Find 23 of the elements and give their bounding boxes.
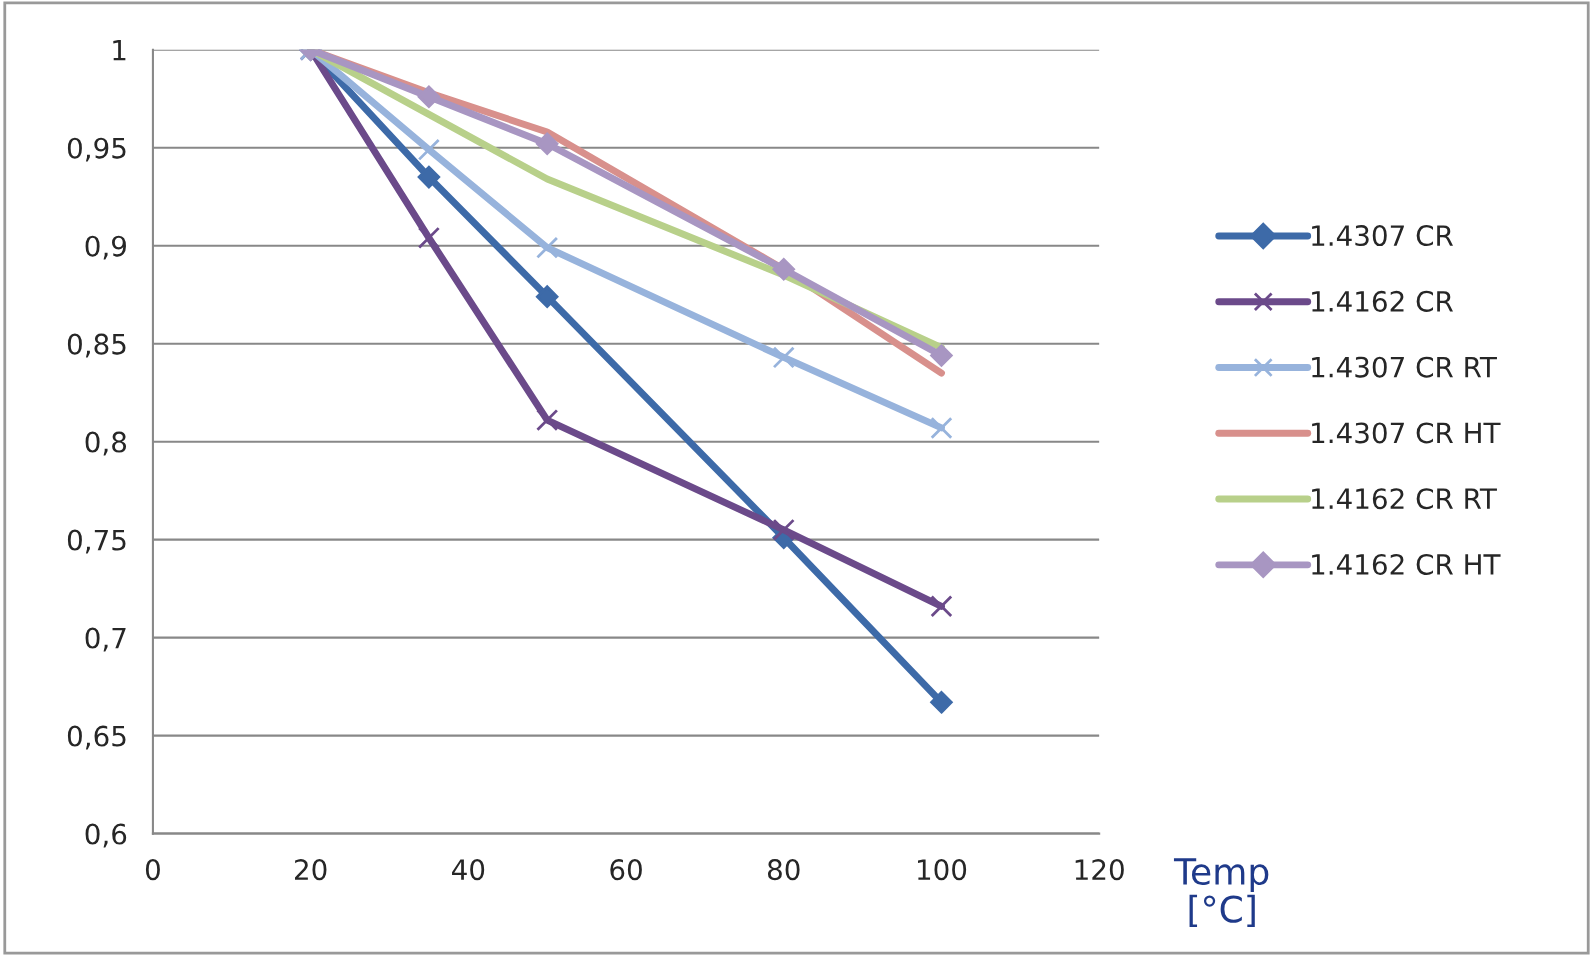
legend-label: 1.4307 CR — [1312, 225, 1453, 247]
x-tick-label: 80 — [767, 859, 800, 881]
x-tick-label: 40 — [452, 859, 485, 881]
y-tick-label: 0,9 — [85, 235, 126, 260]
y-tick-label: 0,7 — [85, 627, 126, 652]
x-tick-label: 20 — [295, 859, 327, 881]
legend-label: 1.4307 CR RT — [1312, 356, 1497, 378]
x-tick-label: 120 — [1075, 859, 1124, 881]
legend-label: 1.4162 CR HT — [1312, 553, 1501, 575]
x-tick-label: 0 — [145, 859, 160, 881]
legend-label: 1.4162 CR RT — [1312, 488, 1497, 510]
y-tick-label: 0,95 — [67, 137, 126, 162]
y-tick-label: 0,6 — [85, 823, 127, 848]
y-tick-label: 0,75 — [67, 529, 126, 554]
y-tick-label: 0,85 — [67, 333, 126, 358]
legend-label: 1.4307 CR HT — [1312, 422, 1501, 444]
y-tick-label: 1 — [113, 40, 126, 61]
x-tick-label: 60 — [610, 859, 642, 881]
x-axis-title: Temp [°C] — [1173, 858, 1269, 928]
y-tick-label: 0,65 — [67, 725, 126, 750]
y-tick-label: 0,8 — [85, 431, 127, 456]
x-tick-label: 100 — [918, 859, 967, 881]
legend-label: 1.4162 CR — [1312, 290, 1453, 312]
